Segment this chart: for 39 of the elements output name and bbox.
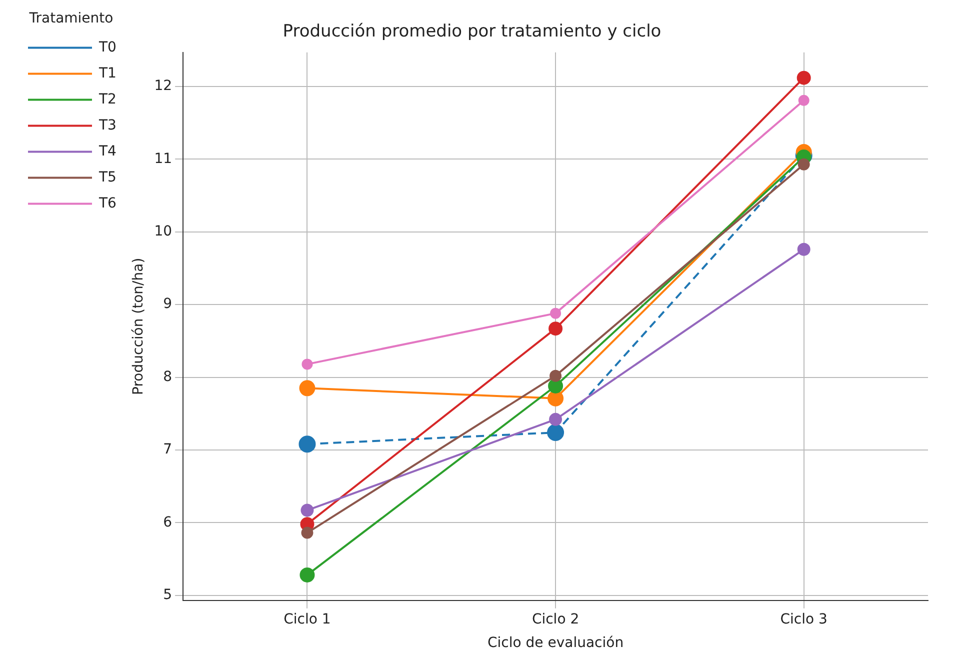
point	[798, 94, 810, 106]
point	[550, 308, 562, 319]
legend-label: T3	[98, 117, 116, 134]
y-axis-title: Producción (ton/ha)	[130, 258, 146, 395]
chart-title: Producción promedio por tratamiento y ciclo	[282, 22, 662, 42]
x-tick-label: Ciclo 3	[780, 611, 828, 628]
point	[796, 70, 811, 85]
legend-label: T5	[98, 169, 116, 186]
x-axis-title: Ciclo de evaluación	[488, 635, 624, 652]
point	[300, 567, 315, 582]
legend-label: T6	[98, 195, 117, 212]
point	[300, 504, 314, 517]
point	[797, 242, 810, 256]
y-tick-label: 11	[154, 150, 172, 167]
legend-title: Tratamiento	[28, 10, 114, 27]
y-tick-label: 12	[154, 78, 172, 94]
y-tick-label: 8	[163, 368, 172, 385]
legend-label: T4	[98, 143, 117, 160]
point	[298, 436, 316, 453]
point	[547, 424, 564, 442]
x-tick-label: Ciclo 2	[532, 611, 580, 628]
y-tick-label: 9	[163, 296, 172, 312]
y-tick-label: 10	[154, 224, 172, 240]
x-tick-label: Ciclo 1	[284, 611, 331, 628]
y-tick-label: 5	[163, 586, 172, 603]
point	[299, 380, 316, 396]
point	[548, 390, 564, 406]
point	[301, 526, 314, 539]
point	[548, 322, 563, 336]
y-tick-label: 7	[163, 442, 172, 458]
legend-label: T0	[98, 39, 116, 56]
legend-label: T1	[98, 65, 116, 82]
point	[548, 378, 564, 394]
point	[550, 370, 562, 382]
point	[549, 412, 562, 426]
point	[798, 158, 810, 170]
point	[302, 358, 313, 370]
legend-label: T2	[98, 91, 116, 108]
y-tick-label: 6	[163, 514, 172, 530]
